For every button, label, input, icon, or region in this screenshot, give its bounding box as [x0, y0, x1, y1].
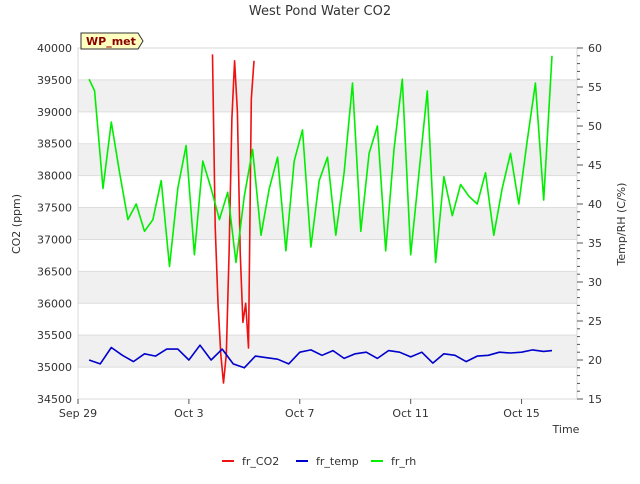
series-line-fr_rh	[88, 55, 553, 268]
grid-band	[78, 207, 577, 240]
right-axis: 15 20 25 30 35 40 45 50 55 60	[577, 42, 602, 406]
badge-label: WP_met	[86, 35, 136, 48]
x-tick-label: Oct 11	[392, 407, 429, 420]
y-right-tick-label: 35	[588, 237, 602, 250]
grid-band	[78, 79, 577, 112]
grid-band	[78, 271, 577, 304]
badge-shape	[80, 32, 144, 50]
y-right-tick-label: 30	[588, 276, 602, 289]
y-right-tick-label: 15	[588, 393, 602, 406]
y-right-tick-label: 55	[588, 81, 602, 94]
legend-label-fr_temp: fr_temp	[316, 455, 359, 468]
y-left-tick-label: 35000	[37, 361, 72, 374]
y-right-tick-label: 60	[588, 42, 602, 55]
y-left-tick-label: 37000	[37, 233, 72, 246]
y-right-tick-label: 50	[588, 120, 602, 133]
bottom-axis: Sep 29 Oct 3 Oct 7 Oct 11 Oct 15	[59, 399, 540, 420]
y-left-tick-label: 35500	[37, 329, 72, 342]
grid-bands	[78, 79, 577, 368]
y-left-tick-label: 36000	[37, 297, 72, 310]
x-axis-label: Time	[552, 423, 580, 436]
y-axis-left-label: CO2 (ppm)	[10, 194, 23, 254]
y-axis-right-label: Temp/RH (C/%)	[615, 183, 628, 267]
grid-band	[78, 335, 577, 368]
series-line-fr_temp	[88, 344, 553, 369]
plot-frame	[77, 47, 578, 400]
y-right-tick-label: 40	[588, 198, 602, 211]
x-tick-label: Oct 3	[174, 407, 204, 420]
legend-label-fr_CO2: fr_CO2	[242, 455, 279, 468]
y-left-tick-label: 38000	[37, 170, 72, 183]
series-layer	[88, 54, 553, 384]
y-right-tick-label: 20	[588, 354, 602, 367]
left-axis: 34500 35000 35500 36000 36500 37000 37500 38000…	[37, 42, 72, 406]
x-tick-label: Oct 15	[503, 407, 540, 420]
y-right-tick-label: 45	[588, 159, 602, 172]
station-badge: WP_met	[80, 32, 144, 50]
series-line-fr_CO2	[211, 54, 255, 384]
y-left-tick-label: 36500	[37, 265, 72, 278]
grid-lines	[78, 47, 577, 400]
x-tick-label: Sep 29	[59, 407, 97, 420]
y-left-tick-label: 39000	[37, 106, 72, 119]
y-left-tick-label: 37500	[37, 202, 72, 215]
y-left-tick-label: 38500	[37, 138, 72, 151]
chart-title: West Pond Water CO2	[249, 4, 391, 19]
legend-label-fr_rh: fr_rh	[391, 455, 416, 468]
y-left-tick-label: 39500	[37, 74, 72, 87]
x-tick-label: Oct 7	[285, 407, 315, 420]
y-right-tick-label: 25	[588, 315, 602, 328]
legend: fr_CO2 fr_temp fr_rh	[222, 455, 416, 468]
y-left-tick-label: 34500	[37, 393, 72, 406]
y-left-tick-label: 40000	[37, 42, 72, 55]
